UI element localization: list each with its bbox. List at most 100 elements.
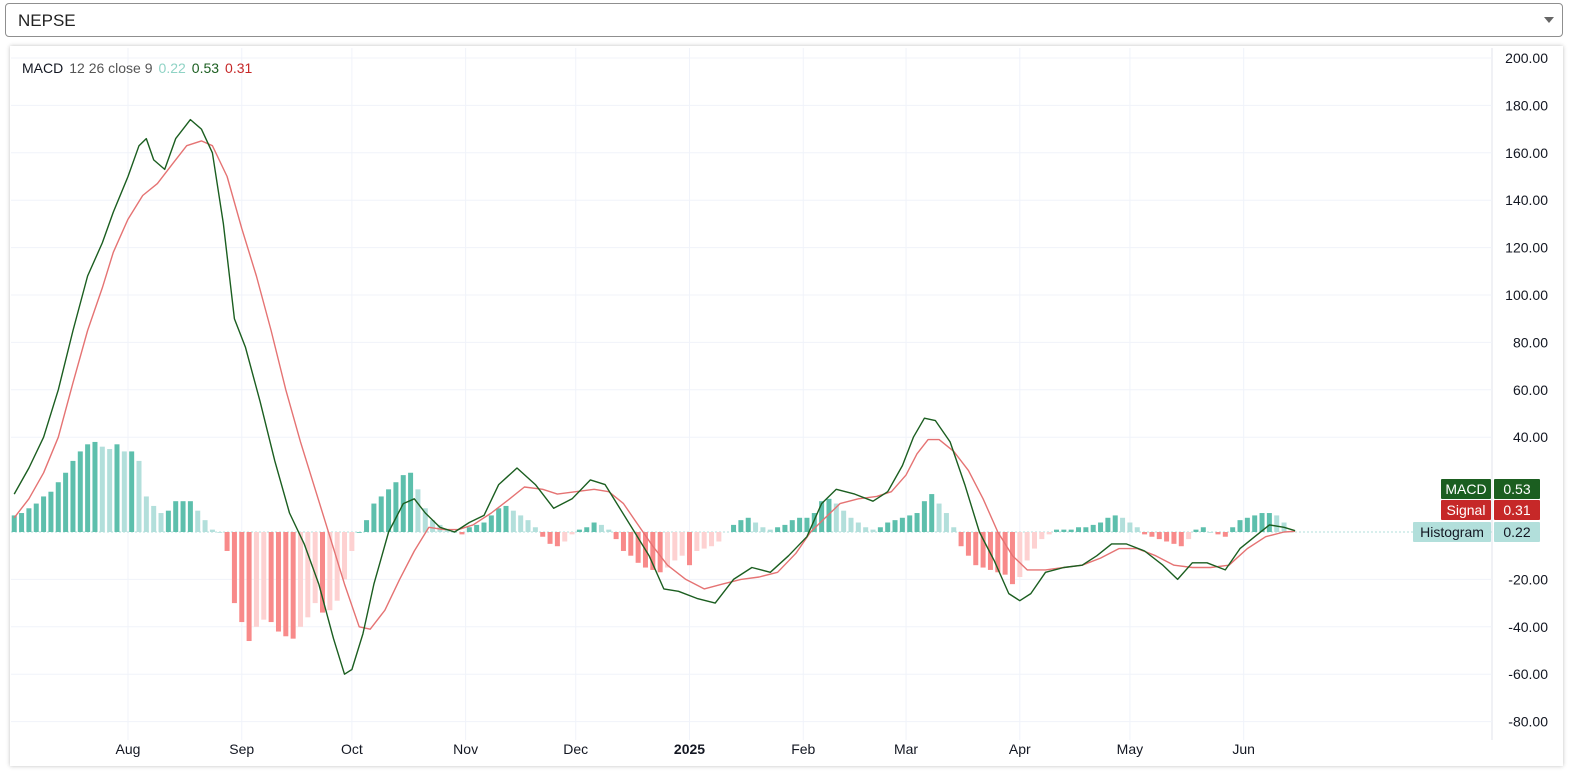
histogram-bar bbox=[811, 513, 817, 532]
legend-macd-value: 0.53 bbox=[191, 60, 220, 76]
histogram-bar bbox=[1266, 513, 1272, 532]
histogram-bar bbox=[283, 532, 289, 637]
histogram-bar bbox=[1142, 532, 1148, 535]
histogram-bar bbox=[246, 532, 252, 642]
histogram-bar bbox=[877, 527, 883, 532]
histogram-bar bbox=[738, 520, 744, 532]
histogram-bar bbox=[855, 522, 861, 532]
symbol-select[interactable]: NEPSE bbox=[5, 3, 1563, 37]
chevron-down-icon[interactable] bbox=[1544, 17, 1554, 23]
histogram-bar bbox=[268, 532, 274, 623]
y-tick-label: -40.00 bbox=[1508, 619, 1548, 635]
histogram-bar bbox=[921, 501, 927, 532]
histogram-bar bbox=[1208, 532, 1214, 533]
histogram-bar bbox=[466, 527, 472, 532]
histogram-bar bbox=[1274, 515, 1280, 532]
histogram-bar bbox=[510, 510, 516, 532]
histogram-bar bbox=[973, 532, 979, 566]
macd-badge-name-bg bbox=[1441, 479, 1491, 499]
histogram-bar bbox=[224, 532, 230, 551]
y-tick-label: 160.00 bbox=[1505, 145, 1548, 161]
histogram-badge-name-bg bbox=[1413, 522, 1491, 542]
histogram-bar bbox=[48, 491, 54, 532]
histogram-bar bbox=[525, 520, 531, 532]
signal-badge-value: 0.31 bbox=[1503, 502, 1530, 518]
histogram-bar bbox=[1237, 520, 1243, 532]
histogram-bar bbox=[1002, 532, 1008, 575]
histogram-bar bbox=[965, 532, 971, 556]
histogram-bar bbox=[41, 496, 47, 532]
histogram-bar bbox=[929, 494, 935, 532]
x-tick-label: Nov bbox=[453, 741, 478, 757]
histogram-bar bbox=[782, 524, 788, 532]
histogram-bar bbox=[635, 532, 641, 563]
histogram-bar bbox=[496, 508, 502, 532]
histogram-bar bbox=[430, 520, 436, 532]
signal-badge-name-bg bbox=[1441, 500, 1491, 520]
histogram-bar bbox=[1252, 515, 1258, 532]
histogram-bar bbox=[1017, 532, 1023, 578]
histogram-bar bbox=[826, 498, 832, 532]
x-tick-label: Dec bbox=[563, 741, 588, 757]
y-tick-label: 60.00 bbox=[1513, 382, 1548, 398]
histogram-bar bbox=[789, 520, 795, 532]
histogram-bar bbox=[554, 532, 560, 547]
histogram-bar bbox=[1200, 527, 1206, 532]
histogram-bar bbox=[907, 515, 913, 532]
legend-histogram-value: 0.22 bbox=[158, 60, 186, 76]
histogram-bar bbox=[378, 496, 384, 532]
legend-params: 12 26 close 9 bbox=[69, 60, 153, 76]
histogram-bar bbox=[1054, 529, 1060, 532]
histogram-bar bbox=[1068, 529, 1074, 532]
histogram-bar bbox=[547, 532, 553, 544]
histogram-bar bbox=[121, 451, 127, 532]
signal-badge-value-bg bbox=[1494, 500, 1540, 520]
histogram-bar bbox=[650, 532, 656, 570]
histogram-bar bbox=[1061, 529, 1067, 532]
histogram-bar bbox=[797, 517, 803, 532]
histogram-bar bbox=[951, 527, 957, 532]
histogram-bar bbox=[628, 532, 634, 556]
chart-legend: MACD 12 26 close 9 0.22 0.53 0.31 bbox=[22, 60, 258, 76]
histogram-bar bbox=[415, 489, 421, 532]
histogram-bar bbox=[540, 532, 546, 537]
histogram-bar bbox=[1098, 522, 1104, 532]
histogram-bar bbox=[1112, 515, 1118, 532]
histogram-bar bbox=[327, 532, 333, 611]
macd-badge-value: 0.53 bbox=[1503, 481, 1530, 497]
histogram-bar bbox=[1134, 527, 1140, 532]
chart-panel[interactable] bbox=[10, 46, 1563, 766]
y-tick-label: 120.00 bbox=[1505, 240, 1548, 256]
histogram-bar bbox=[209, 529, 215, 532]
macd-badge-name: MACD bbox=[1445, 481, 1486, 497]
histogram-bar bbox=[33, 503, 39, 532]
histogram-bar bbox=[1083, 527, 1089, 532]
histogram-bar bbox=[481, 522, 487, 532]
histogram-bar bbox=[1031, 532, 1037, 549]
histogram-bar bbox=[694, 532, 700, 551]
histogram-badge-name: Histogram bbox=[1420, 524, 1484, 540]
histogram-bar bbox=[1171, 532, 1177, 544]
x-tick-label: Apr bbox=[1009, 741, 1031, 757]
histogram-bar bbox=[261, 532, 267, 620]
histogram-bar bbox=[275, 532, 281, 632]
histogram-bar bbox=[503, 505, 509, 532]
y-tick-label: 100.00 bbox=[1505, 287, 1548, 303]
histogram-bar bbox=[290, 532, 296, 639]
symbol-select-value: NEPSE bbox=[18, 11, 76, 30]
histogram-bar bbox=[591, 522, 597, 532]
histogram-bar bbox=[936, 503, 942, 532]
histogram-bar bbox=[239, 532, 245, 623]
histogram-bar bbox=[731, 524, 737, 532]
histogram-bar bbox=[980, 532, 986, 568]
histogram-bar bbox=[143, 496, 149, 532]
x-tick-label: Sep bbox=[229, 741, 254, 757]
x-tick-label: Mar bbox=[894, 741, 918, 757]
histogram-bar bbox=[297, 532, 303, 627]
histogram-bar bbox=[70, 460, 76, 532]
histogram-bar bbox=[569, 532, 575, 535]
y-tick-label: 80.00 bbox=[1513, 334, 1548, 350]
histogram-bar bbox=[664, 532, 670, 568]
x-tick-label: 2025 bbox=[674, 741, 705, 757]
